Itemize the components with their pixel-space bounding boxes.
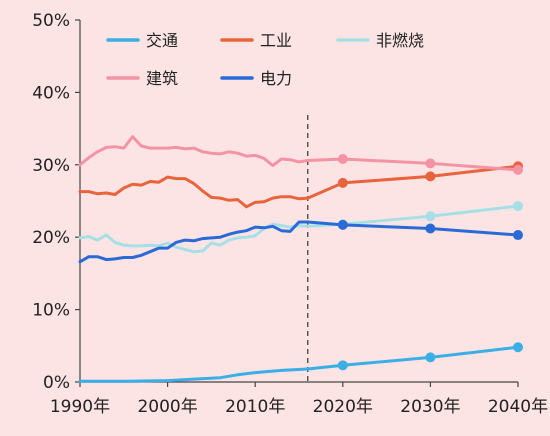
series-marker [513, 164, 523, 175]
series-marker [337, 177, 348, 188]
y-tick-label: 30% [32, 156, 70, 176]
series-2 [78, 201, 523, 254]
series-marker [425, 158, 436, 169]
series-marker [425, 171, 436, 182]
series-projection-line [306, 204, 520, 228]
series-marker [513, 230, 523, 241]
series-historical-line [78, 175, 310, 209]
series-1 [78, 161, 523, 209]
legend-label: 交通 [146, 31, 178, 50]
legend-label: 建筑 [146, 69, 178, 88]
series-marker [513, 201, 523, 212]
x-tick-label: 2000年 [137, 397, 197, 417]
series-marker [337, 154, 348, 165]
series-marker [337, 219, 348, 230]
y-tick-label: 40% [32, 83, 70, 103]
legend-label: 电力 [260, 69, 292, 88]
legend-label: 非燃烧 [376, 31, 424, 50]
y-tick-label: 50% [32, 11, 70, 31]
series-4 [78, 219, 523, 264]
series-historical-line [78, 367, 310, 383]
x-tick-label: 2040年 [488, 397, 548, 417]
series-0 [78, 342, 523, 383]
legend-label: 工业 [260, 31, 292, 50]
series-marker [513, 342, 523, 353]
series-historical-line [78, 135, 310, 167]
series-projection-line [306, 220, 520, 237]
x-tick-label: 2020年 [313, 397, 373, 417]
x-axis: 1990年 2000年 2010年 2020年 2030年 2040年 [50, 381, 548, 417]
series-projection-line [306, 164, 520, 200]
series-3 [78, 135, 523, 175]
x-tick-label: 1990年 [50, 397, 110, 417]
series-marker [425, 211, 436, 222]
series-historical-line [78, 220, 310, 264]
series-projection-line [306, 345, 520, 371]
series-projection-line [306, 157, 520, 172]
y-tick-label: 0% [43, 373, 70, 393]
y-tick-label: 20% [32, 228, 70, 248]
y-tick-label: 10% [32, 301, 70, 321]
x-tick-label: 2030年 [400, 397, 460, 417]
series-marker [337, 360, 348, 371]
y-axis: 0% 10% 20% 30% 40% 50% [32, 11, 81, 393]
series-marker [425, 223, 436, 234]
series-layer [78, 135, 523, 383]
x-tick-label: 2010年 [225, 397, 285, 417]
series-marker [425, 352, 436, 363]
